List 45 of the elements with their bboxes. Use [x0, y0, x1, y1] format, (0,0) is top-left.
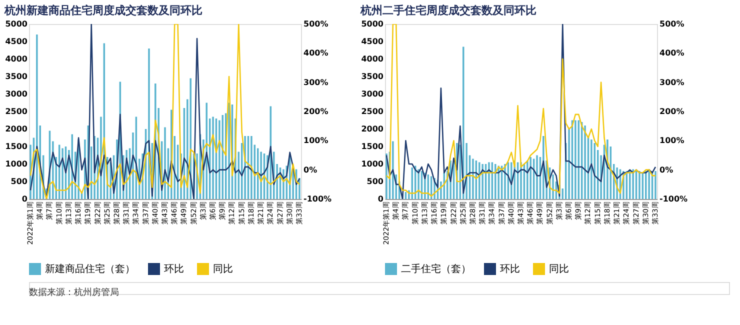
legend-label: 新建商品住宅（套）: [45, 263, 135, 275]
y2-tick-label: 500%: [304, 20, 328, 28]
y-tick-label: 4000: [5, 54, 28, 64]
y-tick-label: 4500: [361, 37, 384, 46]
y-tick-label: 2000: [5, 124, 28, 134]
y-tick-label: 4500: [5, 37, 28, 46]
y2-tick-label: 300%: [660, 78, 684, 87]
y-tick-label: 5000: [361, 20, 384, 28]
y2-tick-label: -100%: [304, 194, 332, 204]
y-tick-label: 3000: [5, 90, 28, 98]
y-tick-label: 1000: [361, 160, 384, 168]
y2-tick-label: 0%: [660, 165, 674, 174]
y-tick-label: 500: [10, 177, 28, 186]
y2-tick-label: 300%: [304, 78, 328, 87]
y-tick-label: 0: [22, 194, 28, 204]
y-tick-label: 3500: [361, 72, 384, 81]
y2-tick-label: 0%: [304, 165, 318, 174]
source-note: 数据来源：杭州房管局: [29, 287, 119, 298]
y-tick-label: 2000: [361, 124, 384, 134]
y2-tick-label: 400%: [660, 48, 684, 58]
chart-title: 杭州二手住宅周度成交套数及同环比: [360, 4, 537, 17]
legend-label: 同比: [549, 263, 569, 275]
y-tick-label: 3000: [361, 90, 384, 98]
legend-label: 二手住宅（套）: [401, 263, 471, 275]
y2-tick-label: -100%: [660, 194, 688, 204]
y-tick-label: 1500: [5, 142, 28, 151]
y-tick-label: 0: [378, 194, 384, 204]
chart-title: 杭州新建商品住宅周度成交套数及同环比: [4, 4, 203, 17]
legend-label: 环比: [500, 263, 520, 275]
y-tick-label: 5000: [5, 20, 28, 28]
y2-tick-label: 100%: [660, 136, 684, 146]
y2-tick-label: 100%: [304, 136, 328, 146]
y2-tick-label: 500%: [660, 20, 684, 28]
legend-label: 同比: [213, 263, 233, 275]
y-tick-label: 500: [366, 177, 384, 186]
y2-tick-label: 200%: [660, 107, 684, 116]
y-tick-label: 1500: [361, 142, 384, 151]
y-tick-label: 2500: [361, 107, 384, 116]
y2-tick-label: 400%: [304, 48, 328, 58]
legend-label: 环比: [164, 263, 184, 275]
y-tick-label: 3500: [5, 72, 28, 81]
y2-tick-label: 200%: [304, 107, 328, 116]
y-tick-label: 2500: [5, 107, 28, 116]
y-tick-label: 4000: [361, 54, 384, 64]
y-tick-label: 1000: [5, 160, 28, 168]
